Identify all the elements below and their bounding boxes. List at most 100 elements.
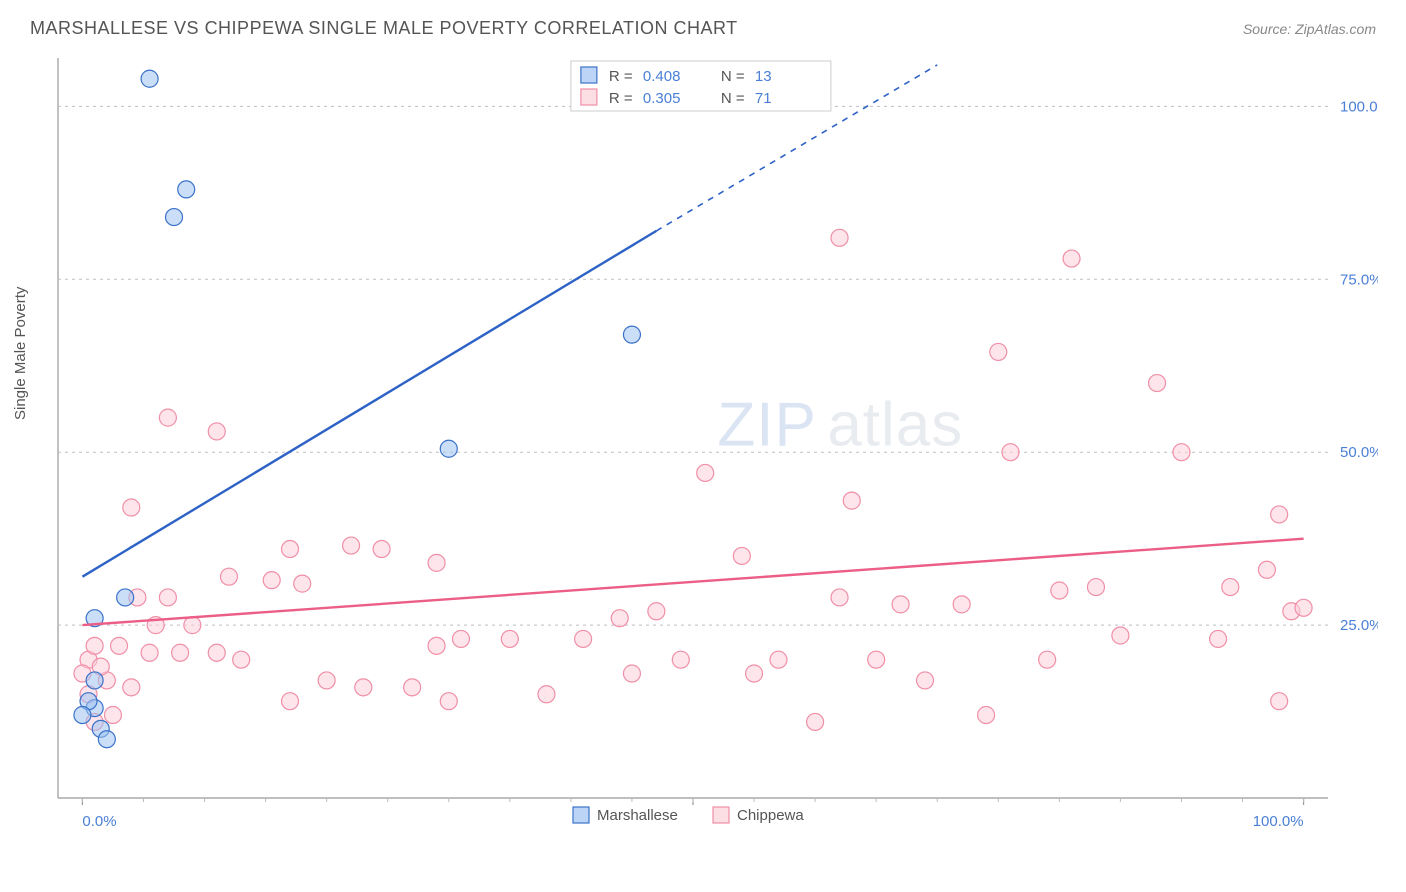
pink-point xyxy=(1295,599,1312,616)
pink-point xyxy=(318,672,335,689)
pink-point xyxy=(208,644,225,661)
blue-n-value: 13 xyxy=(755,68,772,85)
pink-point xyxy=(294,575,311,592)
pink-point xyxy=(990,343,1007,360)
pink-point xyxy=(343,537,360,554)
r-label: R = xyxy=(609,90,633,107)
blue-r-value: 0.408 xyxy=(643,68,681,85)
pink-point xyxy=(917,672,934,689)
pink-point xyxy=(233,651,250,668)
pink-point xyxy=(111,637,128,654)
pink-point xyxy=(141,644,158,661)
pink-point xyxy=(104,707,121,724)
pink-point xyxy=(1222,579,1239,596)
blue-legend-swatch xyxy=(573,807,589,823)
pink-point xyxy=(868,651,885,668)
pink-point xyxy=(697,464,714,481)
n-label: N = xyxy=(721,68,745,85)
chart-area: 25.0% 50.0% 75.0% 100.0% 0.0% 100.0% ZIPatlas R… xyxy=(48,50,1378,840)
source-attribution: Source: ZipAtlas.com xyxy=(1243,21,1376,37)
pink-point xyxy=(208,423,225,440)
pink-point xyxy=(770,651,787,668)
pink-legend-label: Chippewa xyxy=(737,807,804,824)
blue-point xyxy=(141,70,158,87)
pink-point xyxy=(538,686,555,703)
pink-point xyxy=(373,541,390,558)
pink-point xyxy=(1063,250,1080,267)
y-tick-label: 75.0% xyxy=(1340,271,1378,288)
pink-point xyxy=(452,630,469,647)
pink-point xyxy=(807,713,824,730)
pink-point xyxy=(1258,561,1275,578)
pink-point xyxy=(611,610,628,627)
pink-point xyxy=(404,679,421,696)
pink-point xyxy=(733,547,750,564)
pink-point xyxy=(1149,375,1166,392)
pink-point xyxy=(501,630,518,647)
pink-swatch xyxy=(581,89,597,105)
pink-point xyxy=(623,665,640,682)
y-tick-label: 100.0% xyxy=(1340,98,1378,115)
blue-swatch xyxy=(581,67,597,83)
pink-r-value: 0.305 xyxy=(643,90,681,107)
pink-point xyxy=(978,707,995,724)
blue-point xyxy=(98,731,115,748)
y-tick-label: 25.0% xyxy=(1340,617,1378,634)
pink-point xyxy=(1039,651,1056,668)
watermark: ZIPatlas xyxy=(717,390,963,459)
pink-point xyxy=(355,679,372,696)
pink-point xyxy=(843,492,860,509)
pink-point xyxy=(263,572,280,589)
blue-point xyxy=(440,440,457,457)
pink-point xyxy=(831,589,848,606)
pink-point xyxy=(184,617,201,634)
pink-point xyxy=(123,679,140,696)
pink-point xyxy=(159,589,176,606)
pink-point xyxy=(86,637,103,654)
pink-point xyxy=(1087,579,1104,596)
blue-point xyxy=(166,209,183,226)
pink-point xyxy=(1271,693,1288,710)
x-tick-label: 0.0% xyxy=(82,813,116,830)
pink-point xyxy=(831,229,848,246)
pink-point xyxy=(440,693,457,710)
pink-point xyxy=(672,651,689,668)
pink-point xyxy=(172,644,189,661)
blue-trend-line xyxy=(82,231,656,577)
source-prefix: Source: xyxy=(1243,21,1295,37)
pink-point xyxy=(1271,506,1288,523)
pink-point xyxy=(746,665,763,682)
pink-point xyxy=(1210,630,1227,647)
pink-point xyxy=(159,409,176,426)
svg-text:atlas: atlas xyxy=(827,390,963,459)
pink-point xyxy=(1002,444,1019,461)
scatter-chart-svg: 25.0% 50.0% 75.0% 100.0% 0.0% 100.0% ZIPatlas R… xyxy=(48,50,1378,840)
blue-point xyxy=(623,326,640,343)
x-tick-label: 100.0% xyxy=(1253,813,1304,830)
pink-point xyxy=(892,596,909,613)
pink-point xyxy=(282,693,299,710)
pink-point xyxy=(1051,582,1068,599)
svg-text:ZIP: ZIP xyxy=(717,390,816,459)
pink-point xyxy=(282,541,299,558)
blue-point xyxy=(117,589,134,606)
pink-n-value: 71 xyxy=(755,90,772,107)
blue-point xyxy=(86,672,103,689)
r-label: R = xyxy=(609,68,633,85)
pink-point xyxy=(428,637,445,654)
blue-legend-label: Marshallese xyxy=(597,807,678,824)
blue-point xyxy=(178,181,195,198)
pink-point xyxy=(123,499,140,516)
y-tick-label: 50.0% xyxy=(1340,444,1378,461)
pink-point xyxy=(1173,444,1190,461)
n-label: N = xyxy=(721,90,745,107)
pink-point xyxy=(953,596,970,613)
pink-point xyxy=(575,630,592,647)
blue-point xyxy=(74,707,91,724)
pink-point xyxy=(428,554,445,571)
pink-point xyxy=(648,603,665,620)
pink-legend-swatch xyxy=(713,807,729,823)
source-name: ZipAtlas.com xyxy=(1295,21,1376,37)
pink-point xyxy=(1112,627,1129,644)
pink-point xyxy=(220,568,237,585)
